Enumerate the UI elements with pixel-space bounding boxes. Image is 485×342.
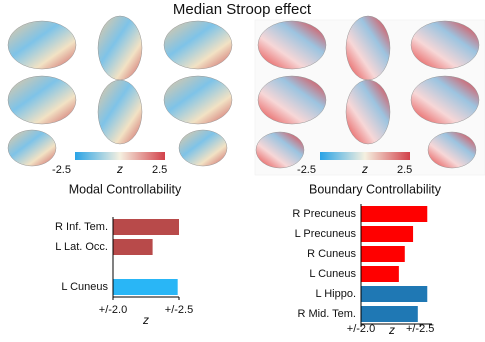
x-tick-label: +/-2.5 (165, 304, 193, 316)
chart-title: Modal Controllability (69, 182, 182, 196)
brain-panel-right (254, 15, 485, 176)
colorbar (320, 152, 410, 160)
chart-title: Boundary Controllability (309, 182, 442, 196)
y-tick-label: L Lat. Occ. (55, 241, 108, 253)
colorbar-label: z (361, 162, 368, 176)
y-tick-label: L Cuneus (309, 268, 356, 280)
bar (113, 219, 179, 235)
x-axis-label: z (388, 323, 395, 337)
charts: Modal Controllability R Inf. Tem. L Lat. O… (55, 182, 442, 337)
x-tick-label: +/-2.0 (99, 304, 127, 316)
x-tick-label: +/-2.5 (406, 323, 434, 335)
bar (361, 226, 414, 242)
y-tick-label: R Precuneus (292, 208, 356, 220)
colorbar-label: z (116, 162, 123, 176)
colorbar (75, 152, 165, 160)
colorbar-min: -2.5 (52, 164, 71, 176)
bar (113, 279, 178, 295)
y-tick-label: R Cuneus (307, 248, 356, 260)
bar (361, 206, 428, 222)
colorbar-max: 2.5 (152, 164, 167, 176)
colorbar-min: -2.5 (297, 164, 316, 176)
y-tick-label: L Hippo. (315, 288, 356, 300)
bar (361, 266, 399, 282)
bar (361, 246, 405, 262)
x-axis-label: z (142, 313, 149, 327)
bar (113, 239, 153, 255)
y-tick-label: R Mid. Tem. (298, 308, 356, 320)
y-tick-label: R Inf. Tem. (55, 221, 108, 233)
brain-panel-left (7, 15, 233, 167)
x-tick-label: +/-2.0 (347, 323, 375, 335)
colorbar-max: 2.5 (397, 164, 412, 176)
y-tick-label: L Precuneus (295, 228, 357, 240)
bar (361, 286, 428, 302)
y-tick-label: L Cuneus (61, 281, 108, 293)
bar (361, 306, 418, 322)
figure-title: Median Stroop effect (173, 1, 312, 18)
